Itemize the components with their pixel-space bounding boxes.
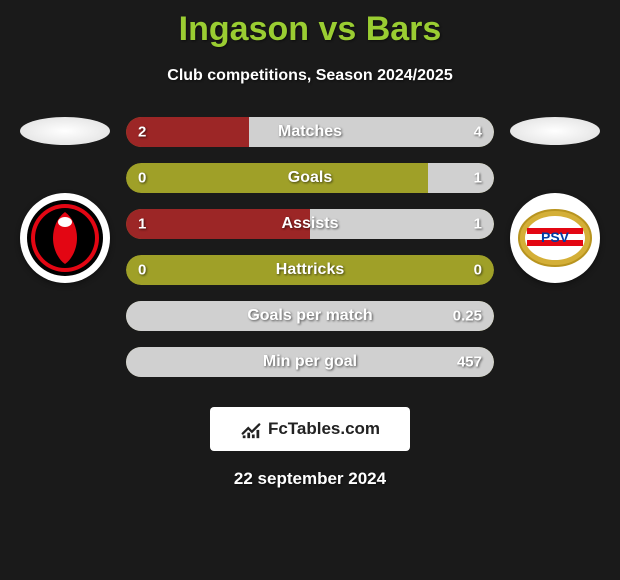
right-player-placeholder <box>510 117 600 145</box>
stat-label: Assists <box>282 215 339 233</box>
stat-value-right: 1 <box>474 170 482 187</box>
stat-label: Min per goal <box>263 353 357 371</box>
stat-value-right: 4 <box>474 124 482 141</box>
right-club-badge: PSV <box>510 193 600 283</box>
stat-label: Goals per match <box>247 307 372 325</box>
stat-value-left: 1 <box>138 216 146 233</box>
stat-value-right: 1 <box>474 216 482 233</box>
site-badge[interactable]: FcTables.com <box>210 407 410 451</box>
stat-label: Hattricks <box>276 261 344 279</box>
stat-bar: Min per goal 457 <box>126 347 494 377</box>
date-label: 22 september 2024 <box>0 469 620 489</box>
stat-bar: Hattricks 0 0 <box>126 255 494 285</box>
stat-value-right: 457 <box>457 354 482 371</box>
stat-value-right: 0 <box>474 262 482 279</box>
left-player-placeholder <box>20 117 110 145</box>
stat-bar: Matches 2 4 <box>126 117 494 147</box>
page-title: Ingason vs Bars <box>0 0 620 49</box>
left-player-col <box>10 117 120 283</box>
stat-label: Matches <box>278 123 342 141</box>
helmond-badge-icon <box>25 198 105 278</box>
stat-value-right: 0.25 <box>453 308 482 325</box>
stat-bar: Assists 1 1 <box>126 209 494 239</box>
stat-bar: Goals per match 0.25 <box>126 301 494 331</box>
stat-bar-right-fill <box>428 163 494 193</box>
left-club-badge <box>20 193 110 283</box>
stats-bars: Matches24Goals01Assists11Hattricks00Goal… <box>120 117 500 393</box>
stat-value-left: 0 <box>138 170 146 187</box>
stat-label: Goals <box>288 169 332 187</box>
stat-value-left: 2 <box>138 124 146 141</box>
site-badge-text: FcTables.com <box>268 419 380 439</box>
chart-icon <box>240 418 262 440</box>
right-player-col: PSV <box>500 117 610 283</box>
psv-badge-icon: PSV <box>515 198 595 278</box>
svg-text:PSV: PSV <box>541 229 570 245</box>
subtitle: Club competitions, Season 2024/2025 <box>0 67 620 85</box>
stat-value-left: 0 <box>138 262 146 279</box>
stat-bar: Goals 0 1 <box>126 163 494 193</box>
